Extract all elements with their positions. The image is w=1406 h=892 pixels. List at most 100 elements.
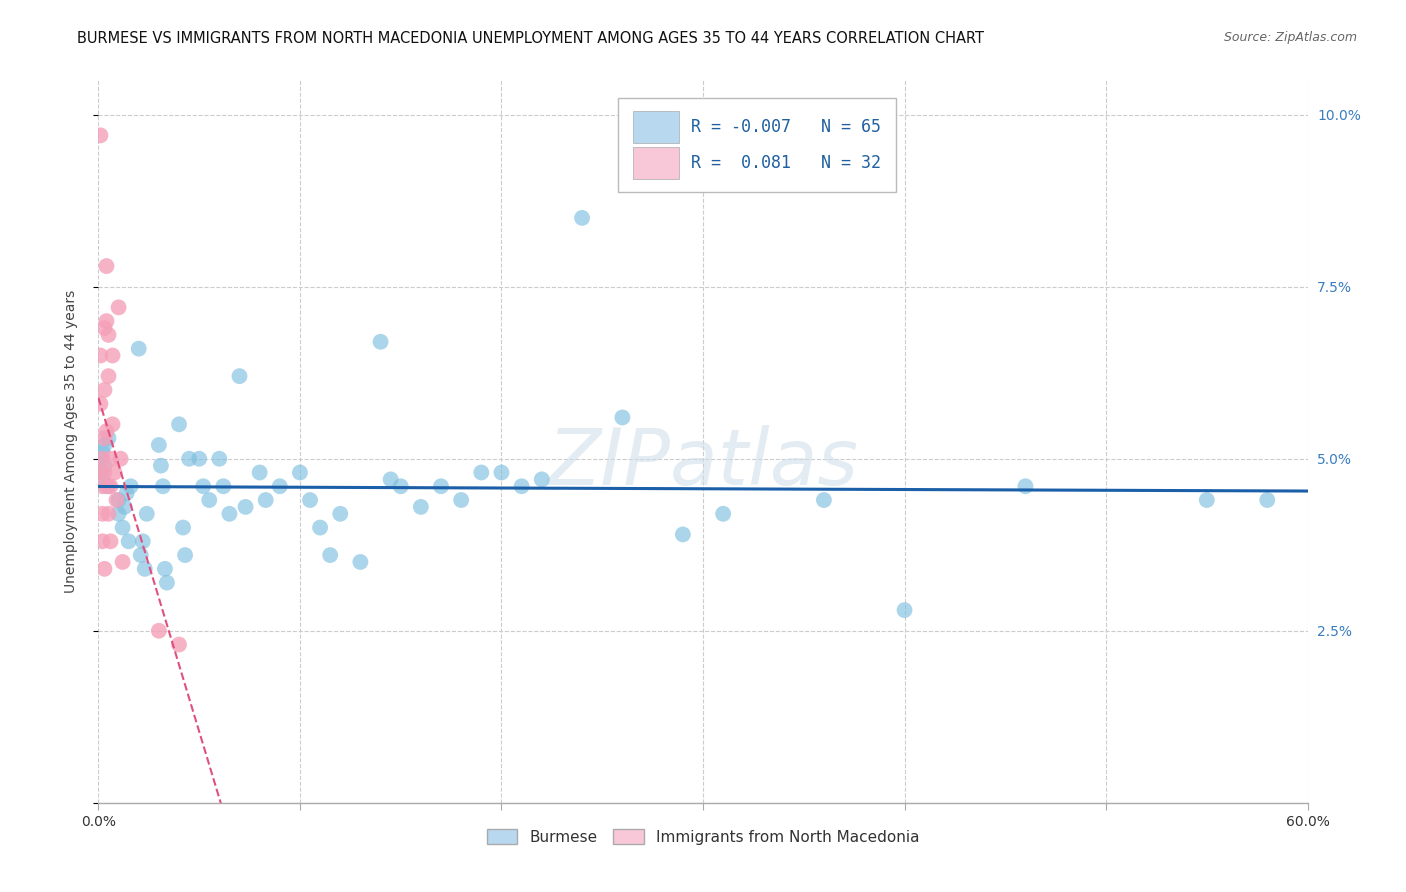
- Point: [1014, 479, 1036, 493]
- Point: [97, 507, 120, 521]
- Point: [96, 479, 118, 493]
- Point: [93, 438, 115, 452]
- Point: [370, 334, 392, 349]
- Point: [249, 466, 271, 480]
- Point: [89, 466, 111, 480]
- Point: [218, 507, 240, 521]
- FancyBboxPatch shape: [633, 112, 679, 143]
- Point: [107, 507, 129, 521]
- Point: [571, 211, 593, 225]
- Point: [329, 507, 352, 521]
- Point: [167, 417, 190, 432]
- Text: R =  0.081   N = 32: R = 0.081 N = 32: [690, 154, 882, 172]
- Text: BURMESE VS IMMIGRANTS FROM NORTH MACEDONIA UNEMPLOYMENT AMONG AGES 35 TO 44 YEAR: BURMESE VS IMMIGRANTS FROM NORTH MACEDON…: [77, 31, 984, 46]
- Point: [349, 555, 371, 569]
- Point: [510, 479, 533, 493]
- Point: [813, 493, 835, 508]
- Point: [134, 562, 156, 576]
- Point: [152, 479, 174, 493]
- Y-axis label: Unemployment Among Ages 35 to 44 years: Unemployment Among Ages 35 to 44 years: [63, 290, 77, 593]
- Point: [254, 493, 277, 508]
- Point: [101, 417, 124, 432]
- Point: [97, 431, 120, 445]
- Point: [91, 445, 114, 459]
- Point: [100, 534, 122, 549]
- Point: [110, 451, 132, 466]
- Point: [148, 624, 170, 638]
- Point: [149, 458, 172, 473]
- Point: [93, 431, 115, 445]
- Point: [93, 321, 115, 335]
- Point: [105, 493, 128, 508]
- Point: [208, 451, 231, 466]
- Point: [491, 466, 513, 480]
- Point: [409, 500, 432, 514]
- Point: [228, 369, 250, 384]
- Point: [1256, 493, 1278, 508]
- Legend: Burmese, Immigrants from North Macedonia: Burmese, Immigrants from North Macedonia: [482, 824, 924, 849]
- Point: [93, 562, 115, 576]
- Point: [153, 562, 176, 576]
- Point: [96, 424, 118, 438]
- Point: [118, 534, 141, 549]
- Point: [893, 603, 915, 617]
- Point: [91, 507, 114, 521]
- Point: [89, 451, 111, 466]
- Point: [1195, 493, 1218, 508]
- Point: [380, 472, 402, 486]
- FancyBboxPatch shape: [619, 98, 897, 193]
- Point: [212, 479, 235, 493]
- Point: [111, 520, 134, 534]
- Text: Source: ZipAtlas.com: Source: ZipAtlas.com: [1223, 31, 1357, 45]
- Text: R = -0.007   N = 65: R = -0.007 N = 65: [690, 119, 882, 136]
- Point: [111, 555, 134, 569]
- Point: [299, 493, 322, 508]
- Point: [100, 479, 122, 493]
- Point: [172, 520, 194, 534]
- Point: [129, 548, 152, 562]
- Point: [450, 493, 472, 508]
- Point: [89, 397, 111, 411]
- Point: [193, 479, 215, 493]
- Point: [89, 466, 111, 480]
- Point: [612, 410, 634, 425]
- Point: [107, 493, 129, 508]
- FancyBboxPatch shape: [633, 147, 679, 179]
- Point: [91, 479, 114, 493]
- Point: [672, 527, 695, 541]
- Point: [91, 472, 114, 486]
- Point: [389, 479, 412, 493]
- Point: [135, 507, 157, 521]
- Point: [179, 451, 201, 466]
- Point: [132, 534, 155, 549]
- Point: [91, 534, 114, 549]
- Point: [93, 458, 115, 473]
- Text: ZIPatlas: ZIPatlas: [547, 425, 859, 501]
- Point: [89, 128, 111, 143]
- Point: [93, 383, 115, 397]
- Point: [198, 493, 221, 508]
- Point: [174, 548, 197, 562]
- Point: [114, 500, 136, 514]
- Point: [103, 466, 125, 480]
- Point: [319, 548, 342, 562]
- Point: [309, 520, 332, 534]
- Point: [470, 466, 492, 480]
- Point: [97, 369, 120, 384]
- Point: [711, 507, 734, 521]
- Point: [288, 466, 311, 480]
- Point: [120, 479, 142, 493]
- Point: [96, 314, 118, 328]
- Point: [93, 466, 115, 480]
- Point: [128, 342, 150, 356]
- Point: [430, 479, 453, 493]
- Point: [89, 349, 111, 363]
- Point: [148, 438, 170, 452]
- Point: [188, 451, 211, 466]
- Point: [91, 451, 114, 466]
- Point: [115, 486, 138, 500]
- Point: [97, 479, 120, 493]
- Point: [101, 349, 124, 363]
- Point: [107, 301, 129, 315]
- Point: [100, 451, 122, 466]
